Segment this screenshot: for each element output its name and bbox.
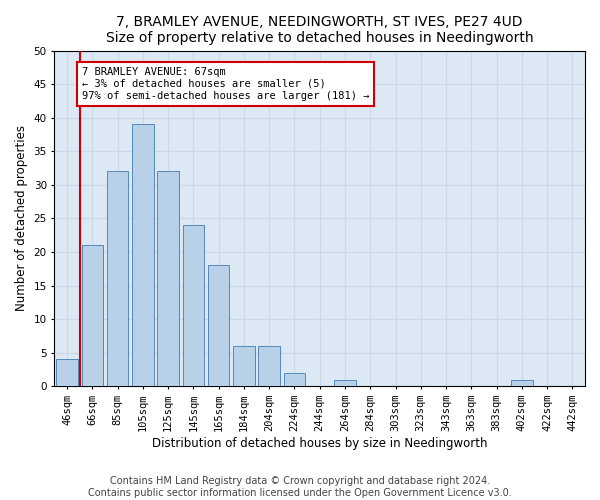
Bar [132,124,154,386]
Bar [284,373,305,386]
Text: 7 BRAMLEY AVENUE: 67sqm
← 3% of detached houses are smaller (5)
97% of semi-deta: 7 BRAMLEY AVENUE: 67sqm ← 3% of detached… [82,68,369,100]
Y-axis label: Number of detached properties: Number of detached properties [15,126,28,312]
Bar [233,346,254,387]
Bar [56,360,78,386]
Title: 7, BRAMLEY AVENUE, NEEDINGWORTH, ST IVES, PE27 4UD
Size of property relative to : 7, BRAMLEY AVENUE, NEEDINGWORTH, ST IVES… [106,15,533,45]
Bar [182,225,204,386]
Bar [511,380,533,386]
Text: Contains HM Land Registry data © Crown copyright and database right 2024.
Contai: Contains HM Land Registry data © Crown c… [88,476,512,498]
Bar [259,346,280,387]
X-axis label: Distribution of detached houses by size in Needingworth: Distribution of detached houses by size … [152,437,487,450]
Bar [208,266,229,386]
Bar [157,172,179,386]
Bar [334,380,356,386]
Bar [82,246,103,386]
Bar [107,172,128,386]
